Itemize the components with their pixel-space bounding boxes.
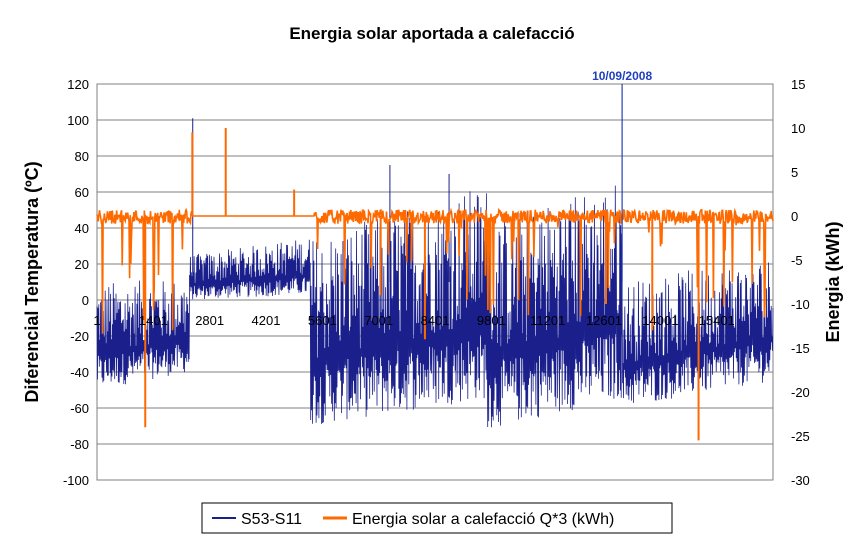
- y-left-tick-label: 100: [67, 113, 89, 128]
- y-axis-left-title: Diferencial Temperatura (ºC): [22, 161, 42, 402]
- x-tick-label: 8401: [421, 313, 450, 328]
- x-tick-label: 1: [93, 313, 100, 328]
- y-right-tick-label: -20: [791, 385, 810, 400]
- annotation-group: 10/09/2008: [592, 69, 652, 300]
- x-tick-label: 5601: [308, 313, 337, 328]
- annotation-label: 10/09/2008: [592, 69, 652, 83]
- y-right-tick-label: -10: [791, 297, 810, 312]
- x-tick-label: 14001: [642, 313, 678, 328]
- y-right-tick-label: 5: [791, 165, 798, 180]
- legend-label-energia: Energia solar a calefacció Q*3 (kWh): [352, 511, 614, 528]
- y-right-tick-label: 10: [791, 121, 805, 136]
- x-tick-label: 15401: [699, 313, 735, 328]
- y-left-tick-label: 0: [82, 293, 89, 308]
- legend-label-s53-s11: S53-S11: [241, 511, 302, 528]
- y-left-tick-label: -60: [70, 401, 89, 416]
- x-tick-label: 12601: [586, 313, 622, 328]
- x-axis-ticks: 1 1401 2801 4201 5601 7001 8401 9801 11201 12601 1…: [93, 313, 734, 328]
- y-left-tick-label: -80: [70, 437, 89, 452]
- y-left-tick-label: 20: [75, 257, 89, 272]
- x-tick-label: 9801: [477, 313, 506, 328]
- line-energia-solar: [96, 207, 774, 334]
- y-left-tick-label: -20: [70, 329, 89, 344]
- x-tick-label: 7001: [364, 313, 393, 328]
- y-left-tick-label: 120: [67, 77, 89, 92]
- y-left-tick-label: 80: [75, 149, 89, 164]
- x-tick-label: 4201: [252, 313, 281, 328]
- line-s53-s11: [96, 185, 774, 428]
- y-left-tick-label: 40: [75, 221, 89, 236]
- series-energia-solar: [96, 128, 774, 441]
- y-right-tick-label: -15: [791, 341, 810, 356]
- y-right-tick-label: -30: [791, 473, 810, 488]
- x-tick-label: 11201: [530, 313, 565, 328]
- y-right-tick-label: 15: [791, 77, 805, 92]
- gridlines: [97, 119, 773, 445]
- y-right-tick-label: 0: [791, 209, 798, 224]
- y-left-tick-label: -40: [70, 365, 89, 380]
- y-left-tick-label: -100: [63, 473, 89, 488]
- y-right-tick-label: -5: [791, 253, 803, 268]
- x-tick-label: 1401: [139, 313, 168, 328]
- x-tick-label: 2801: [195, 313, 224, 328]
- legend: S53-S11 Energia solar a calefacció Q*3 (…: [201, 502, 673, 534]
- chart-title: Energia solar aportada a calefacció: [289, 24, 574, 43]
- y-axis-right-ticks: 15 10 5 0 -5 -10 -15 -20 -25 -30: [791, 77, 810, 488]
- legend-box: [201, 502, 673, 534]
- y-axis-left-ticks: 120 100 80 60 40 20 0 -20 -40 -60 -80 -100: [63, 77, 89, 488]
- y-right-tick-label: -25: [791, 429, 810, 444]
- y-axis-right-title: Energia (kWh): [823, 221, 843, 342]
- y-left-tick-label: 60: [75, 185, 89, 200]
